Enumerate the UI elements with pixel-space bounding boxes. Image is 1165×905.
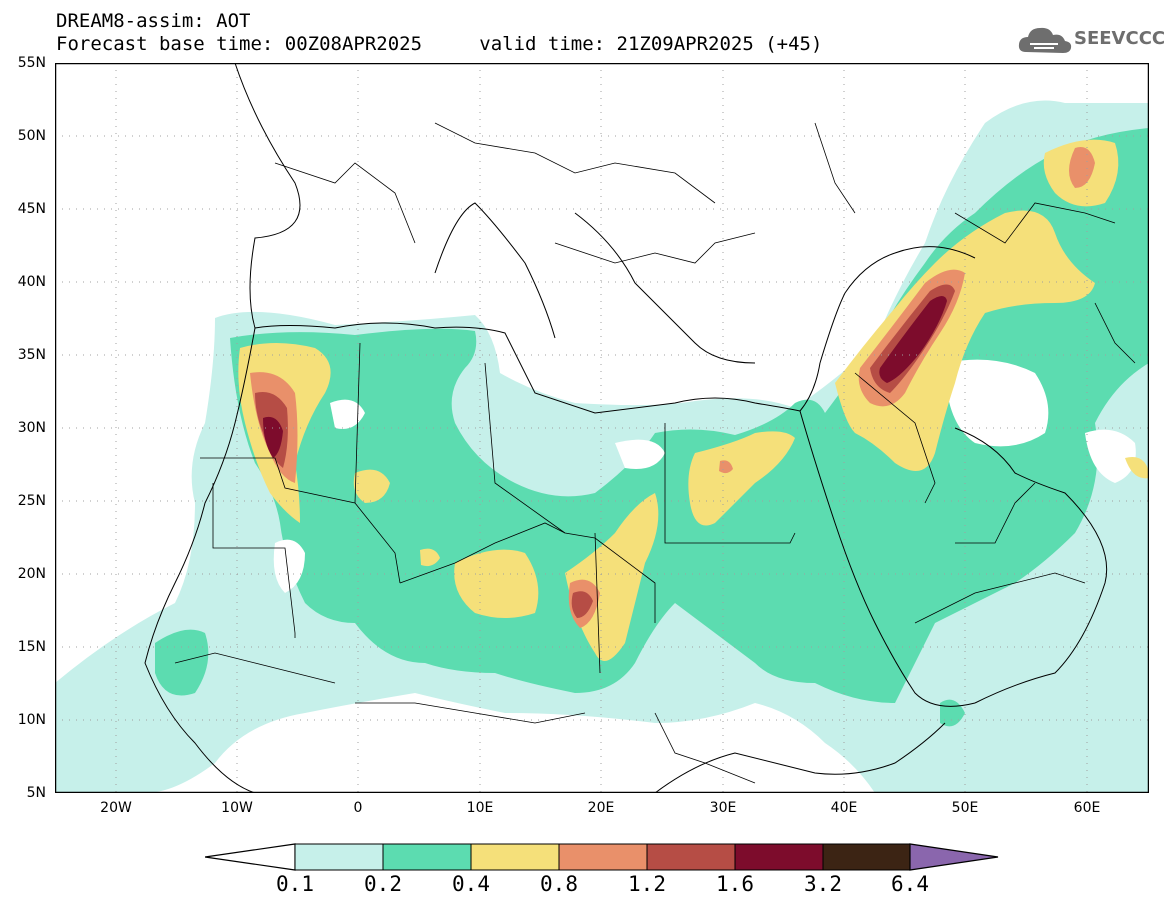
colorbar-bin-3 xyxy=(558,843,648,871)
colorbar-label-1-2: 1.2 xyxy=(628,872,666,896)
aot-low-areas xyxy=(273,359,1136,593)
colorbar-label-1-6: 1.6 xyxy=(716,872,754,896)
colorbar-label-0-2: 0.2 xyxy=(364,872,402,896)
map-title: DREAM8-assim: AOT xyxy=(56,10,251,32)
aot-level-0-2 xyxy=(155,128,1149,727)
lon-label-20e: 20E xyxy=(587,800,615,816)
aot-map xyxy=(55,63,1149,793)
colorbar-bin-6 xyxy=(822,843,911,871)
lon-label-20w: 20W xyxy=(100,800,132,816)
graticule xyxy=(55,63,1149,793)
colorbar-over-arrow xyxy=(909,843,999,871)
colorbar-bin-2 xyxy=(470,843,560,871)
colorbar-bin-5 xyxy=(734,843,824,871)
lat-label-25n: 25N xyxy=(17,493,46,509)
lat-label-50n: 50N xyxy=(17,128,46,144)
lat-label-15n: 15N xyxy=(17,639,46,655)
lat-label-30n: 30N xyxy=(17,420,46,436)
colorbar-bin-1 xyxy=(382,843,472,871)
lon-label-10e: 10E xyxy=(466,800,494,816)
lat-label-45n: 45N xyxy=(17,201,46,217)
seevccc-logo: SEEVCCC xyxy=(1018,22,1165,58)
coastlines xyxy=(144,63,1108,793)
lon-label-60e: 60E xyxy=(1073,800,1101,816)
lon-label-50e: 50E xyxy=(951,800,979,816)
aot-level-1-6 xyxy=(263,296,947,458)
colorbar-label-0-4: 0.4 xyxy=(452,872,490,896)
base-time: Forecast base time: 00Z08APR2025 xyxy=(56,33,423,55)
lat-label-55n: 55N xyxy=(17,55,46,71)
colorbar-label-3-2: 3.2 xyxy=(804,872,842,896)
colorbar-under-arrow xyxy=(205,843,296,871)
colorbar-label-6-4: 6.4 xyxy=(891,872,929,896)
cloud-icon xyxy=(1018,27,1072,53)
time-info: Forecast base time: 00Z08APR2025 valid t… xyxy=(56,33,822,55)
colorbar-label-0-8: 0.8 xyxy=(540,872,578,896)
colorbar-bin-4 xyxy=(646,843,736,871)
map-border xyxy=(55,63,1149,793)
lon-label-40e: 40E xyxy=(830,800,858,816)
lat-label-35n: 35N xyxy=(17,347,46,363)
lon-label-0: 0 xyxy=(353,800,363,816)
colorbar xyxy=(205,843,999,871)
lat-label-20n: 20N xyxy=(17,566,46,582)
colorbar-bin-0 xyxy=(294,843,384,871)
colorbar-label-0-1: 0.1 xyxy=(276,872,314,896)
country-borders xyxy=(174,122,1136,784)
lon-label-10w: 10W xyxy=(221,800,253,816)
logo-text: SEEVCCC xyxy=(1074,28,1165,49)
lon-label-30e: 30E xyxy=(709,800,737,816)
valid-time: valid time: 21Z09APR2025 (+45) xyxy=(479,33,823,55)
lat-label-5n: 5N xyxy=(26,785,46,801)
lat-label-40n: 40N xyxy=(17,274,46,290)
lat-label-10n: 10N xyxy=(17,712,46,728)
